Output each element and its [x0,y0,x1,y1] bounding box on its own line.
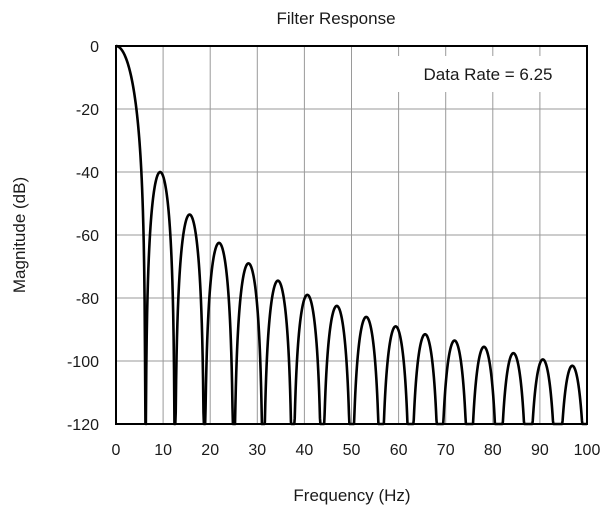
plot-frame [115,45,588,425]
x-tick-label: 70 [437,442,455,459]
y-tick-label: -60 [76,228,99,245]
x-tick-label: 10 [154,442,172,459]
side-lobe [232,262,265,426]
y-tick-label: -100 [67,354,99,371]
x-tick-label: 20 [201,442,219,459]
tick-labels: 0 10 20 30 40 50 60 70 80 90 100 0 -20 -40 -60 -80 -100 -… [67,39,600,459]
main-lobe [115,44,147,425]
x-tick-label: 50 [343,442,361,459]
y-tick-label: 0 [90,39,99,56]
x-tick-label: 60 [390,442,408,459]
annotation-background [398,56,578,92]
side-lobe [438,339,471,426]
side-lobe [497,351,529,426]
data-rate-annotation: Data Rate = 6.25 [423,65,552,84]
side-lobe [144,170,176,426]
chart-title: Filter Response [276,9,395,28]
x-tick-label: 40 [296,442,314,459]
side-lobe [291,293,323,426]
x-tick-label: 100 [574,442,601,459]
side-lobe [409,332,441,426]
side-lobe [468,345,500,426]
response-curve [115,44,588,426]
x-tick-label: 80 [484,442,502,459]
y-tick-label: -20 [76,102,99,119]
x-axis-label: Frequency (Hz) [293,486,410,505]
side-lobe [556,364,588,426]
x-tick-label: 90 [531,442,549,459]
side-lobe [262,279,294,426]
side-lobe [174,213,206,426]
y-tick-label: -80 [76,291,99,308]
side-lobe [527,358,559,426]
y-axis-label: Magnitude (dB) [10,177,29,293]
side-lobe [203,241,235,426]
x-tick-label: 30 [248,442,266,459]
side-lobe [321,304,353,426]
grid [115,45,588,425]
x-tick-label: 0 [112,442,121,459]
y-tick-label: -40 [76,165,99,182]
side-lobe [380,325,412,426]
side-lobe [350,315,382,426]
y-tick-label: -120 [67,417,99,434]
